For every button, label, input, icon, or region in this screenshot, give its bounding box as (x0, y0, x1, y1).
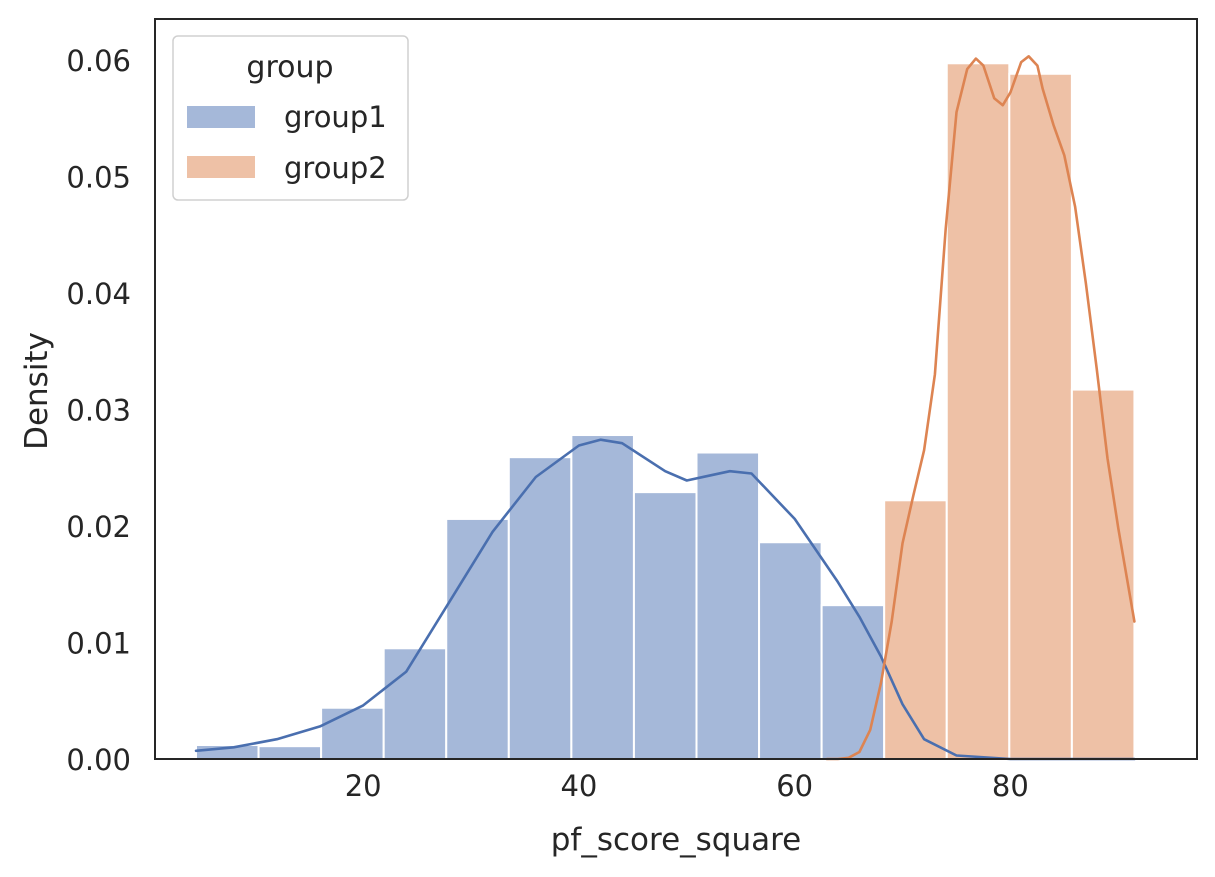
bar-group1-8 (695, 451, 761, 760)
legend-swatch-group1 (187, 106, 255, 128)
y-tick-label: 0.05 (66, 160, 131, 194)
x-tick-label: 60 (776, 769, 813, 803)
x-tick-label: 80 (992, 769, 1029, 803)
bar-group2-2 (1008, 72, 1073, 760)
y-tick-label: 0.00 (66, 743, 131, 777)
bar-group1-1 (257, 745, 323, 760)
kde-line-group1 (194, 438, 1136, 761)
bar-group1-6 (570, 434, 635, 760)
y-axis-ticks: 0.00 0.01 0.02 0.03 0.04 0.05 0.06 (66, 44, 131, 777)
kde-line-group2 (825, 55, 1136, 761)
legend-title: group (246, 50, 333, 85)
bar-group1-2 (320, 706, 385, 761)
bar-group1-3 (382, 647, 448, 760)
y-tick-label: 0.03 (66, 393, 131, 427)
y-tick-label: 0.01 (66, 626, 131, 660)
x-axis-ticks: 20 40 60 80 (345, 769, 1029, 803)
bar-group1-5 (507, 456, 573, 760)
plot-frame (154, 18, 1198, 760)
y-axis-label: Density (19, 332, 55, 450)
bar-group1-10 (820, 604, 886, 760)
x-axis-label: pf_score_square (551, 822, 802, 858)
y-tick-label: 0.02 (66, 510, 131, 544)
bar-group2-3 (1070, 388, 1136, 760)
y-tick-label: 0.06 (66, 44, 131, 78)
histogram-bars (194, 62, 1136, 761)
legend-swatch-group2 (187, 156, 255, 178)
legend-label-group2: group2 (284, 151, 387, 185)
legend-label-group1: group1 (284, 100, 387, 134)
x-tick-label: 20 (345, 769, 382, 803)
bar-group1-7 (632, 491, 698, 760)
legend: group group1 group2 (172, 35, 409, 201)
kde-curves (194, 55, 1136, 761)
x-tick-label: 40 (560, 769, 597, 803)
y-tick-label: 0.04 (66, 277, 131, 311)
bar-group1-9 (758, 541, 823, 760)
bar-group2-0 (883, 499, 948, 760)
bar-group2-1 (945, 62, 1011, 761)
